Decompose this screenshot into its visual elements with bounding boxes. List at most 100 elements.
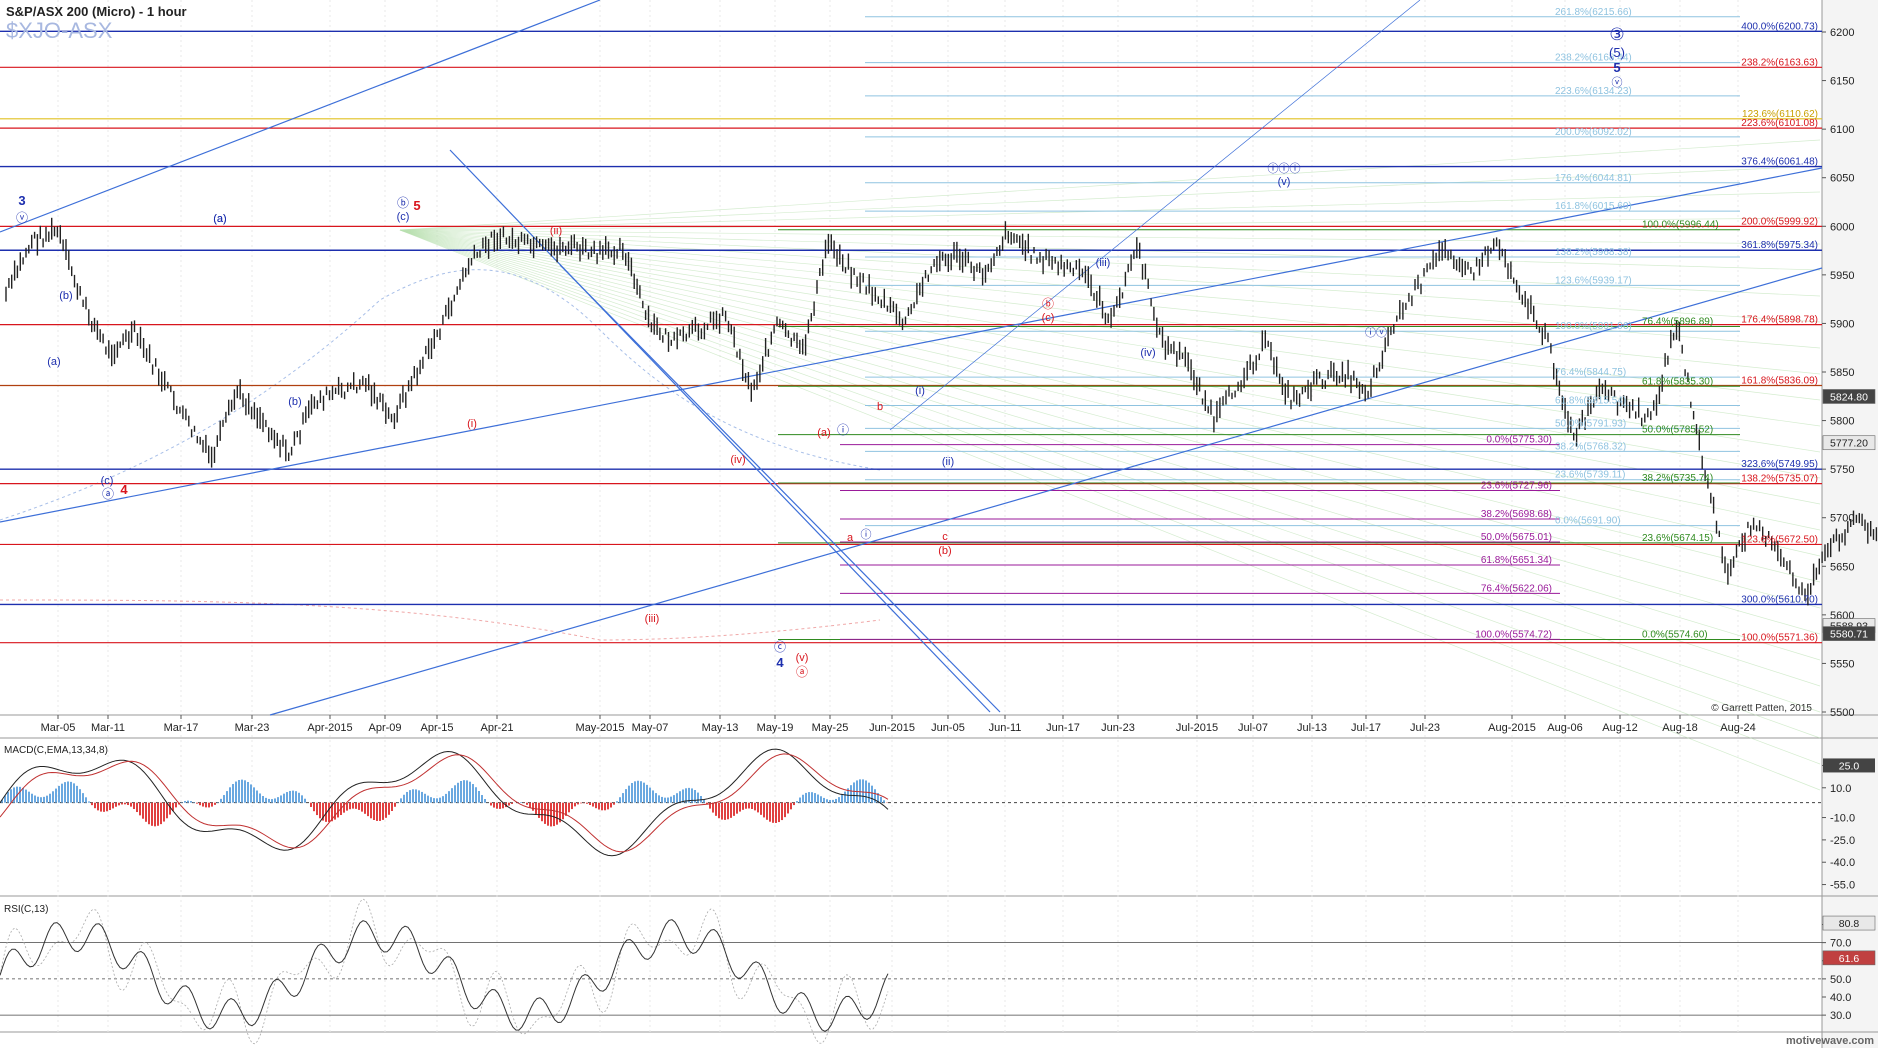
wave-label-red: (a): [817, 427, 830, 439]
purple-level-label: 76.4%(5622.06): [1481, 583, 1552, 594]
rsi-value-box: [1822, 950, 1876, 966]
wave-label-red: 5: [413, 198, 420, 213]
light-blue-level-label: 100.0%(5891.96): [1555, 321, 1632, 332]
fan-line: [399, 229, 1821, 687]
light-blue-level-label: 161.8%(6015.60): [1555, 201, 1632, 212]
wave-label-red: c: [942, 531, 948, 543]
macd-y-tick-label: -25.0: [1830, 835, 1855, 847]
blue-level-label: 361.8%(5975.34): [1741, 240, 1818, 251]
wave-label-blue: (c): [101, 475, 114, 487]
wave-label-blue: ③: [1609, 25, 1624, 44]
wave-label-blue: ⓘ: [861, 528, 872, 541]
x-tick-label: Aug-24: [1720, 722, 1755, 734]
x-tick-label: Aug-12: [1602, 722, 1637, 734]
price-box-label: 5580.71: [1830, 629, 1868, 641]
copyright-text: © Garrett Patten, 2015: [1711, 703, 1812, 714]
y-tick-label: 6100: [1830, 124, 1854, 136]
x-tick-label: Mar-17: [164, 722, 199, 734]
light-blue-level-label: 23.6%(5739.11): [1555, 470, 1625, 481]
macd-y-tick-label: -55.0: [1830, 880, 1855, 892]
fan-line: [399, 229, 1821, 245]
fan-line: [399, 229, 1821, 323]
blue-level-label: 323.6%(5749.95): [1741, 459, 1818, 470]
price-box: [1822, 626, 1876, 641]
wave-label-blue: (iii): [1096, 257, 1111, 269]
y-tick-label: 5550: [1830, 658, 1854, 670]
light-blue-level-label: 138.2%(5968.38): [1555, 247, 1632, 258]
x-tick-label: Aug-2015: [1488, 722, 1536, 734]
red-level-label: 161.8%(5836.09): [1741, 376, 1818, 387]
rsi-value-label: 61.6: [1839, 953, 1860, 965]
red-level-label: 138.2%(5735.07): [1741, 474, 1818, 485]
wave-label-red: (iv): [730, 454, 745, 466]
wave-label-red: (iii): [645, 613, 660, 625]
price-box-label: 5824.80: [1830, 391, 1868, 403]
blue-level-label: 376.4%(6061.48): [1741, 157, 1818, 168]
y-tick-label: 5500: [1830, 707, 1854, 719]
light-blue-level-label: 200.0%(6092.02): [1555, 127, 1632, 138]
blue-level-label: 300.0%(5610.70): [1741, 594, 1818, 605]
fan-line: [399, 229, 1821, 765]
rsi-y-tick-label: 40.0: [1830, 992, 1851, 1004]
x-tick-label: Jul-07: [1238, 722, 1268, 734]
macd-signal-line: [0, 753, 889, 853]
trendline: [0, 0, 601, 233]
x-tick-label: Jun-17: [1046, 722, 1080, 734]
wave-label-blue: ⓥ: [16, 211, 28, 225]
fan-line: [399, 229, 1821, 479]
fan-line: [399, 229, 1821, 505]
macd-line: [0, 748, 889, 857]
x-tick-label: Apr-21: [480, 722, 513, 734]
light-blue-level-label: 238.2%(6168.44): [1555, 53, 1632, 64]
macd-y-tick-label: -40.0: [1830, 857, 1855, 869]
x-tick-label: Mar-23: [235, 722, 270, 734]
red-level-label: 100.0%(5571.36): [1741, 633, 1818, 644]
envelope-line: [0, 599, 881, 641]
trendline: [269, 267, 1823, 716]
rsi-line: [0, 919, 889, 1032]
wave-label-red: 4: [120, 482, 128, 497]
x-tick-label: May-25: [812, 722, 849, 734]
wave-label-red: a: [847, 532, 854, 544]
wave-label-blue: 4: [776, 655, 784, 670]
price-box: [1822, 389, 1876, 404]
x-tick-label: Aug-18: [1662, 722, 1697, 734]
wave-label-blue: ⓥ: [1612, 76, 1623, 89]
x-tick-label: Jun-2015: [869, 722, 915, 734]
y-tick-label: 5650: [1830, 561, 1854, 573]
red-level-label: 176.4%(5898.78): [1741, 315, 1818, 326]
light-blue-level-label: 61.8%(5815.54): [1555, 395, 1626, 406]
site-watermark: motivewave.com: [1786, 1035, 1874, 1047]
wave-label-blue: (a): [213, 213, 226, 225]
envelope-line: [0, 269, 881, 521]
wave-label-blue: ⓒ: [774, 640, 786, 654]
x-tick-label: May-2015: [576, 722, 625, 734]
fan-line: [399, 217, 1821, 231]
purple-level-label: 100.0%(5574.72): [1475, 629, 1552, 640]
red-level-label: 223.6%(6101.08): [1741, 118, 1818, 129]
green-level-label: 38.2%(5735.74): [1642, 473, 1713, 484]
y-tick-label: 5900: [1830, 318, 1854, 330]
light-blue-level-label: 76.4%(5844.75): [1555, 367, 1626, 378]
purple-level-label: 0.0%(5775.30): [1486, 435, 1552, 446]
x-tick-label: Jul-17: [1351, 722, 1381, 734]
x-tick-label: Jun-05: [931, 722, 965, 734]
x-tick-label: Apr-15: [420, 722, 453, 734]
fan-line: [399, 229, 1821, 401]
light-blue-level-label: 223.6%(6134.23): [1555, 86, 1632, 97]
wave-label-red: (ii): [550, 225, 562, 237]
wave-label-blue: ⓐ: [102, 487, 114, 501]
rsi-y-tick-label: 50.0: [1830, 974, 1851, 986]
wave-label-blue: (v): [1278, 176, 1291, 188]
x-tick-label: Mar-05: [41, 722, 76, 734]
wave-label-blue: (iv): [1140, 347, 1155, 359]
macd-value-box: [1823, 758, 1875, 773]
price-box: [1822, 435, 1876, 451]
x-tick-label: Jun-23: [1101, 722, 1135, 734]
y-tick-label: 6000: [1830, 221, 1854, 233]
x-tick-label: Jul-2015: [1176, 722, 1218, 734]
wave-label-blue: ⓑ: [397, 196, 409, 210]
